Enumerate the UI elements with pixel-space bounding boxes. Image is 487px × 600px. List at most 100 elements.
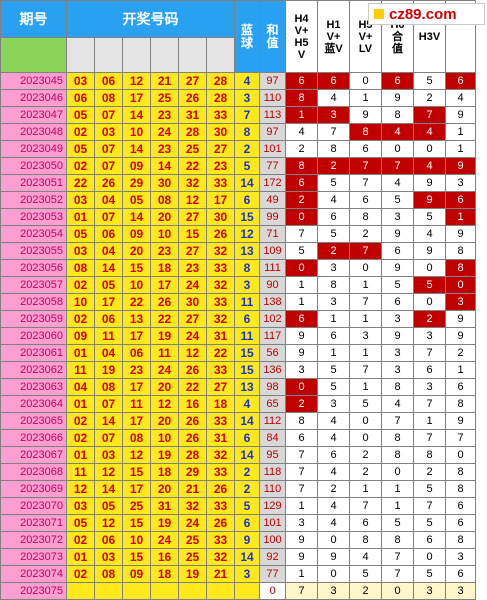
stat-cell: 4 — [446, 90, 476, 107]
red-ball-cell: 28 — [207, 90, 235, 107]
red-ball-cell: 04 — [67, 379, 95, 396]
stat-cell: 9 — [446, 107, 476, 124]
red-ball-cell: 02 — [67, 430, 95, 447]
stat-cell: 5 — [414, 277, 446, 294]
stat-cell: 6 — [350, 141, 382, 158]
red-ball-cell: 19 — [179, 566, 207, 583]
stat-cell: 9 — [446, 158, 476, 175]
stat-cell: 5 — [382, 515, 414, 532]
stat-cell: 3 — [414, 328, 446, 345]
red-ball-cell: 27 — [179, 209, 207, 226]
red-ball-cell: 18 — [207, 396, 235, 413]
stat-cell: 5 — [318, 379, 350, 396]
red-ball-cell: 04 — [95, 243, 123, 260]
table-row: 2023054 05 06 09 10 15 26 12 71 7 5 2 9 4 9 — [1, 226, 476, 243]
table-row: 2023051 22 26 29 30 32 33 14 172 6 5 7 4 9 3 — [1, 175, 476, 192]
stat-cell: 8 — [382, 107, 414, 124]
period-cell: 2023051 — [1, 175, 67, 192]
red-ball-cell: 06 — [123, 345, 151, 362]
red-ball-cell: 20 — [151, 379, 179, 396]
red-ball-cell: 09 — [123, 226, 151, 243]
stat-cell: 6 — [318, 73, 350, 90]
table-row: 2023074 02 08 09 18 19 21 3 77 1 0 5 7 5 6 — [1, 566, 476, 583]
stat-cell: 2 — [286, 192, 318, 209]
red-ball-cell: 30 — [151, 175, 179, 192]
stat-cell: 7 — [382, 566, 414, 583]
stat-cell: 8 — [382, 447, 414, 464]
stat-cell: 7 — [350, 362, 382, 379]
red-ball-cell: 30 — [207, 209, 235, 226]
red-ball-cell: 26 — [179, 413, 207, 430]
red-ball-cell: 14 — [123, 107, 151, 124]
red-ball-cell: 22 — [67, 175, 95, 192]
stat-cell: 0 — [382, 141, 414, 158]
stat-cell: 6 — [414, 532, 446, 549]
red-ball-cell: 03 — [67, 73, 95, 90]
red-ball-cell: 06 — [67, 90, 95, 107]
red-ball-cell: 32 — [179, 498, 207, 515]
period-cell: 2023073 — [1, 549, 67, 566]
red-ball-cell: 14 — [95, 481, 123, 498]
stat-cell: 1 — [286, 107, 318, 124]
red-ball-cell: 26 — [207, 481, 235, 498]
red-ball-cell: 18 — [151, 260, 179, 277]
blue-ball-cell: 6 — [235, 515, 260, 532]
red-ball-cell: 14 — [123, 141, 151, 158]
sum-cell: 90 — [260, 277, 286, 294]
stat-cell: 7 — [350, 294, 382, 311]
red-ball-cell: 03 — [67, 243, 95, 260]
stat-cell: 6 — [382, 243, 414, 260]
red-ball-cell: 16 — [151, 549, 179, 566]
stat-cell: 6 — [414, 362, 446, 379]
red-ball-cell: 30 — [179, 294, 207, 311]
table-row: 2023052 03 04 05 08 12 17 6 49 2 4 6 5 9 6 — [1, 192, 476, 209]
red-ball-cell: 17 — [207, 192, 235, 209]
red-ball-cell: 22 — [123, 294, 151, 311]
period-cell: 2023047 — [1, 107, 67, 124]
red-ball-cell: 26 — [179, 362, 207, 379]
sum-cell: 77 — [260, 158, 286, 175]
stat-cell: 0 — [286, 260, 318, 277]
red-ball-cell: 26 — [207, 515, 235, 532]
red-ball-cell: 18 — [151, 464, 179, 481]
red-ball-cell: 10 — [123, 532, 151, 549]
sum-cell: 92 — [260, 549, 286, 566]
red-ball-cell: 22 — [179, 379, 207, 396]
sum-cell: 138 — [260, 294, 286, 311]
red-ball-cell: 15 — [123, 515, 151, 532]
header-h4v-h5v: H4 V+ H5 V — [286, 1, 318, 73]
red-ball-cell: 05 — [95, 498, 123, 515]
stat-cell: 9 — [350, 107, 382, 124]
blue-ball-cell: 5 — [235, 498, 260, 515]
stat-cell: 8 — [318, 277, 350, 294]
stat-cell: 1 — [350, 311, 382, 328]
blue-ball-cell: 6 — [235, 430, 260, 447]
stat-cell: 5 — [318, 362, 350, 379]
red-ball-cell: 03 — [67, 498, 95, 515]
stat-cell: 0 — [350, 73, 382, 90]
stat-cell: 9 — [446, 311, 476, 328]
red-ball-cell: 12 — [151, 396, 179, 413]
sum-cell: 109 — [260, 243, 286, 260]
red-ball-cell: 01 — [67, 345, 95, 362]
stat-cell: 6 — [318, 328, 350, 345]
stat-cell: 5 — [382, 192, 414, 209]
stat-cell: 8 — [350, 532, 382, 549]
red-ball-cell: 27 — [207, 141, 235, 158]
sum-cell: 110 — [260, 90, 286, 107]
stat-cell: 8 — [446, 243, 476, 260]
header-blue-ball: 蓝球 — [235, 1, 260, 73]
red-ball-cell: 12 — [67, 481, 95, 498]
red-ball-cell: 10 — [151, 226, 179, 243]
period-cell: 2023068 — [1, 464, 67, 481]
stat-cell: 3 — [286, 515, 318, 532]
header-period-filler — [1, 38, 67, 73]
stat-cell: 7 — [414, 107, 446, 124]
table-row: 2023045 03 06 12 21 27 28 4 97 6 6 0 6 5 6 — [1, 73, 476, 90]
stat-cell: 4 — [318, 464, 350, 481]
stat-cell: 0 — [350, 413, 382, 430]
red-ball-cell: 08 — [151, 192, 179, 209]
red-ball-cell: 15 — [123, 549, 151, 566]
stat-cell: 8 — [318, 141, 350, 158]
stat-cell: 2 — [286, 396, 318, 413]
